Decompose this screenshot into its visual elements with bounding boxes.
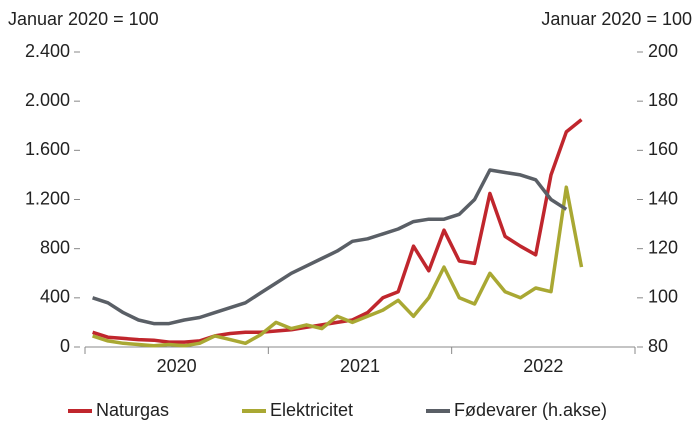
y-axis-label: Januar 2020 = 100 xyxy=(8,9,159,29)
y2-tick-label: 140 xyxy=(648,188,678,208)
y2-tick-label: 120 xyxy=(648,237,678,257)
y-tick-label: 2.000 xyxy=(25,90,70,110)
y2-tick-label: 160 xyxy=(648,139,678,159)
y-tick-label: 1.200 xyxy=(25,188,70,208)
y-tick-label: 800 xyxy=(40,237,70,257)
line-series xyxy=(92,168,568,326)
y-tick-label: 1.600 xyxy=(25,139,70,159)
y2-tick-label: 100 xyxy=(648,287,678,307)
y-tick-label: 2.400 xyxy=(25,41,70,61)
legend-label: Fødevarer (h.akse) xyxy=(454,400,607,420)
line-series xyxy=(92,118,583,344)
y-tick-label: 400 xyxy=(40,287,70,307)
legend-label: Naturgas xyxy=(96,400,169,420)
y-tick-label: 0 xyxy=(60,336,70,356)
y2-axis-label: Januar 2020 = 100 xyxy=(541,9,692,29)
y2-tick-label: 180 xyxy=(648,90,678,110)
y2-tick-label: 200 xyxy=(648,41,678,61)
line-series xyxy=(92,185,584,348)
x-tick-label: 2021 xyxy=(340,356,380,376)
x-tick-label: 2022 xyxy=(523,356,563,376)
legend-label: Elektricitet xyxy=(270,400,353,420)
y2-tick-label: 80 xyxy=(648,336,668,356)
x-tick-label: 2020 xyxy=(157,356,197,376)
